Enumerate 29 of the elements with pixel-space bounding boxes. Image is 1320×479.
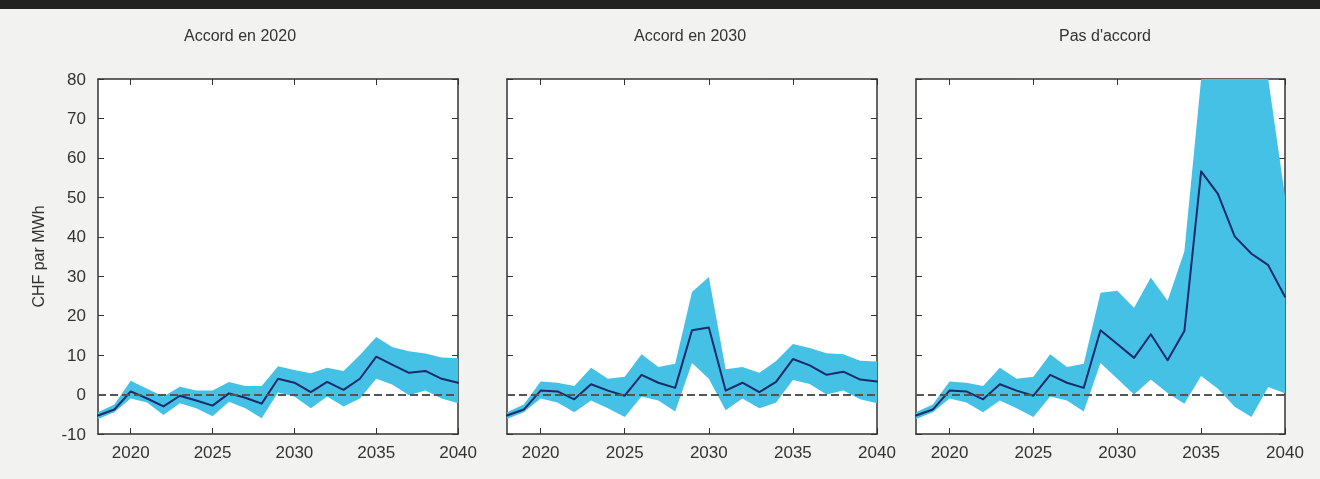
x-tick-label: 2030 [275, 443, 314, 462]
x-tick-label: 2035 [773, 443, 812, 462]
chart-title: Accord en 2030 [633, 26, 747, 44]
chart-title: Pas d'accord [1059, 26, 1151, 44]
y-tick-label: 40 [67, 227, 86, 247]
x-tick-label: 2020 [521, 443, 560, 462]
x-tick-label: 2035 [1182, 443, 1221, 462]
x-tick-label: 2040 [439, 443, 477, 462]
y-tick-label: 30 [67, 266, 86, 286]
y-tick-label: 10 [67, 345, 86, 365]
y-tick-label: 0 [76, 385, 86, 405]
y-tick-label: 80 [67, 69, 86, 89]
x-tick-label: 2035 [357, 443, 396, 462]
y-tick-label: -10 [61, 424, 86, 444]
y-tick-label: 60 [67, 148, 86, 168]
y-tick-label: 20 [67, 306, 86, 326]
x-tick-label: 2020 [111, 443, 150, 462]
x-tick-label: 2040 [1266, 443, 1304, 462]
x-tick-label: 2030 [1098, 443, 1137, 462]
y-tick-label: 70 [67, 108, 86, 128]
x-tick-label: 2040 [858, 443, 896, 462]
x-tick-label: 2025 [193, 443, 232, 462]
x-tick-label: 2020 [930, 443, 969, 462]
chart-title: Accord en 2020 [183, 26, 297, 44]
x-tick-label: 2030 [689, 443, 728, 462]
x-tick-label: 2025 [1014, 443, 1053, 462]
y-axis-title: CHF par MWh [29, 205, 47, 308]
x-tick-label: 2025 [605, 443, 644, 462]
y-tick-label: 50 [67, 187, 86, 207]
